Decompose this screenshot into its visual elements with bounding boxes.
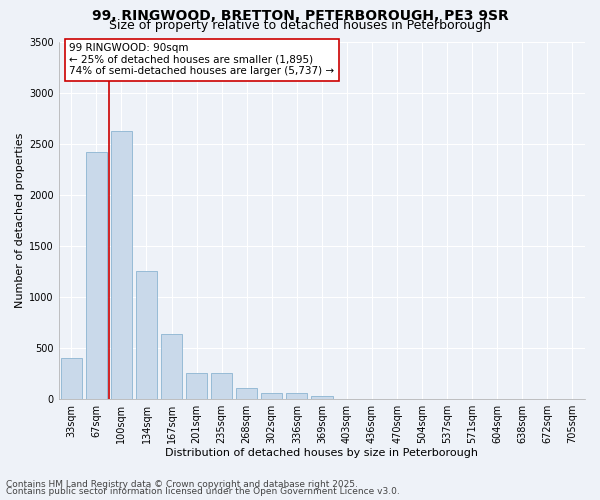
Bar: [236, 388, 257, 399]
Bar: [61, 358, 82, 399]
Bar: [186, 372, 207, 399]
Text: Contains public sector information licensed under the Open Government Licence v3: Contains public sector information licen…: [6, 487, 400, 496]
X-axis label: Distribution of detached houses by size in Peterborough: Distribution of detached houses by size …: [166, 448, 478, 458]
Text: 99 RINGWOOD: 90sqm
← 25% of detached houses are smaller (1,895)
74% of semi-deta: 99 RINGWOOD: 90sqm ← 25% of detached hou…: [70, 44, 334, 76]
Bar: [161, 334, 182, 399]
Bar: [311, 396, 332, 399]
Text: 99, RINGWOOD, BRETTON, PETERBOROUGH, PE3 9SR: 99, RINGWOOD, BRETTON, PETERBOROUGH, PE3…: [92, 9, 508, 23]
Bar: [286, 394, 307, 399]
Bar: [136, 272, 157, 399]
Text: Size of property relative to detached houses in Peterborough: Size of property relative to detached ho…: [109, 19, 491, 32]
Text: Contains HM Land Registry data © Crown copyright and database right 2025.: Contains HM Land Registry data © Crown c…: [6, 480, 358, 489]
Bar: [86, 152, 107, 399]
Bar: [261, 393, 283, 399]
Bar: [211, 372, 232, 399]
Y-axis label: Number of detached properties: Number of detached properties: [15, 132, 25, 308]
Bar: [111, 132, 132, 399]
Bar: [336, 398, 358, 399]
